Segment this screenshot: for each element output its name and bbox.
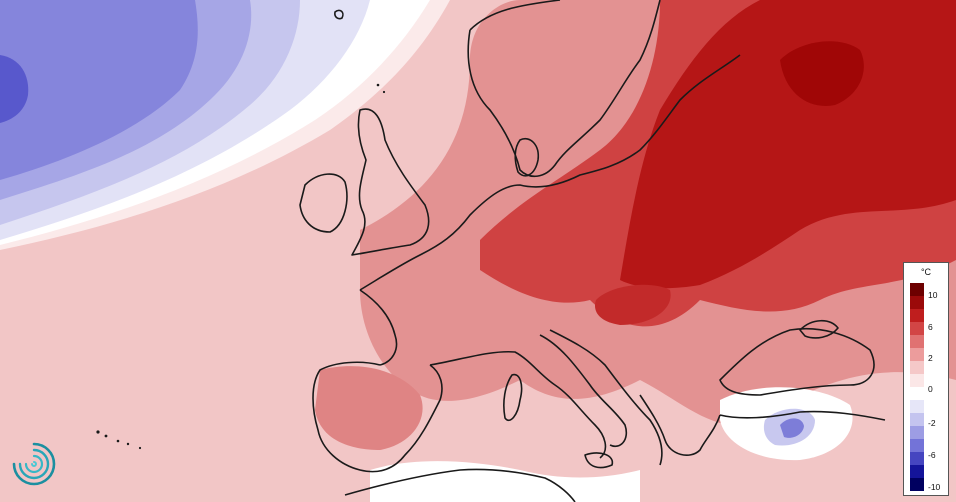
legend-color-step bbox=[910, 439, 924, 452]
coast-britain bbox=[351, 108, 430, 256]
legend-color-step bbox=[910, 361, 924, 374]
legend-tick-minus-6: -6 bbox=[928, 450, 936, 460]
legend-color-step bbox=[910, 283, 924, 296]
legend-color-step bbox=[910, 322, 924, 335]
legend-tick-minus-10: -10 bbox=[928, 482, 941, 492]
warm-iberia bbox=[315, 366, 423, 450]
coast-north-continent bbox=[359, 54, 741, 291]
color-legend: °C 10 6 2 0 -2 -6 -10 bbox=[903, 262, 949, 496]
coast-greece bbox=[639, 394, 721, 456]
coast-north-africa bbox=[344, 468, 576, 502]
warm-max-core bbox=[780, 41, 864, 106]
swirl-logo-icon bbox=[12, 442, 56, 486]
coast-med-north bbox=[429, 329, 663, 466]
coast-scandinavia bbox=[467, 0, 661, 178]
legend-unit: °C bbox=[920, 267, 932, 277]
warm-deep-area bbox=[620, 0, 956, 289]
cold-band-4 bbox=[0, 0, 198, 180]
coastlines bbox=[299, 0, 886, 502]
coast-sicily bbox=[584, 452, 614, 469]
legend-color-bar bbox=[910, 283, 924, 491]
legend-color-step bbox=[910, 426, 924, 439]
coast-ireland bbox=[299, 173, 348, 233]
islands bbox=[96, 83, 386, 450]
legend-tick-minus-2: -2 bbox=[928, 418, 936, 428]
legend-color-step bbox=[910, 465, 924, 478]
legend-color-step bbox=[910, 387, 924, 400]
coast-corsica-sardinia bbox=[503, 373, 523, 422]
legend-color-step bbox=[910, 374, 924, 387]
legend-tick-0: 0 bbox=[928, 384, 933, 394]
coast-france-west bbox=[359, 289, 398, 366]
legend-color-step bbox=[910, 452, 924, 465]
legend-color-step bbox=[910, 478, 924, 491]
legend-color-step bbox=[910, 413, 924, 426]
legend-color-step bbox=[910, 296, 924, 309]
legend-tick-10: 10 bbox=[928, 290, 938, 300]
legend-tick-6: 6 bbox=[928, 322, 933, 332]
coast-crimea bbox=[799, 319, 839, 339]
coast-denmark bbox=[514, 138, 540, 177]
warm-blob-hungary bbox=[595, 284, 671, 325]
cold-core bbox=[0, 55, 29, 123]
coast-faroe bbox=[334, 9, 344, 20]
coast-turkey bbox=[719, 410, 886, 421]
legend-color-step bbox=[910, 400, 924, 413]
legend-tick-2: 2 bbox=[928, 353, 933, 363]
legend-color-step bbox=[910, 348, 924, 361]
neutral-north-africa bbox=[370, 461, 640, 502]
legend-color-step bbox=[910, 335, 924, 348]
coast-iberia bbox=[312, 361, 443, 473]
coast-black-sea bbox=[719, 327, 875, 396]
legend-color-step bbox=[910, 309, 924, 322]
coast-italy bbox=[539, 334, 628, 447]
cold-pocket-core bbox=[780, 418, 804, 438]
